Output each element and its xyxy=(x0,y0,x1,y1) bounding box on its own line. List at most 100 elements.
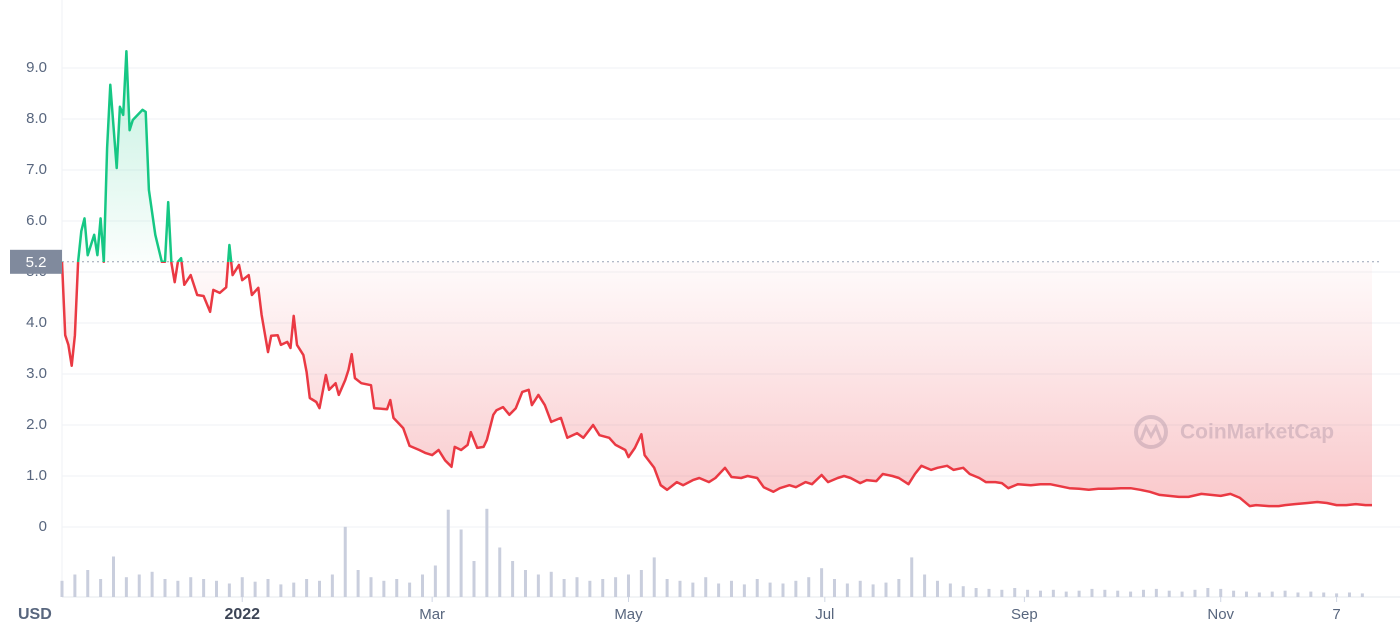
y-tick-label: 2.0 xyxy=(26,416,47,433)
volume-bar xyxy=(433,565,437,597)
volume-bar xyxy=(420,574,424,597)
volume-bar xyxy=(729,580,733,597)
y-tick-label: 7.0 xyxy=(26,161,47,178)
volume-bar xyxy=(1335,593,1339,597)
x-tick-label: Nov xyxy=(1207,606,1234,623)
volume-bar xyxy=(227,583,231,597)
x-tick-label: 7 xyxy=(1332,606,1340,623)
volume-bar xyxy=(1000,589,1004,597)
volume-bar xyxy=(343,526,347,597)
volume-bar xyxy=(511,561,515,597)
volume-bar xyxy=(755,579,759,597)
volume-bar xyxy=(820,568,824,597)
volume-bar xyxy=(781,583,785,597)
volume-bar xyxy=(987,588,991,597)
volume-bar xyxy=(150,571,154,597)
volume-bar xyxy=(498,547,502,597)
volume-bar xyxy=(330,574,334,597)
volume-bar xyxy=(626,574,630,597)
axis-unit: USD xyxy=(18,606,52,623)
volume-bar xyxy=(1129,591,1133,597)
volume-bar xyxy=(910,557,914,597)
volume-bar xyxy=(1347,592,1351,597)
x-tick-label: Jul xyxy=(815,606,834,623)
volume-bar xyxy=(897,579,901,597)
volume-bar xyxy=(858,580,862,597)
price-area xyxy=(62,51,1372,507)
volume-bar xyxy=(356,570,360,597)
volume-bar xyxy=(369,577,373,597)
volume-bar xyxy=(652,557,656,597)
volume-bar xyxy=(678,580,682,597)
volume-bar xyxy=(459,529,463,597)
volume-bar xyxy=(1090,588,1094,597)
volume-bar xyxy=(1064,591,1068,597)
baseline-label: 5.2 xyxy=(26,254,47,271)
volume-bar xyxy=(935,580,939,597)
volume-bar xyxy=(974,588,978,597)
x-tick-label: 2022 xyxy=(224,606,260,623)
volume-bar xyxy=(562,579,566,597)
volume-bar xyxy=(1309,591,1313,597)
volume-bar xyxy=(1026,589,1030,597)
volume-bar xyxy=(99,579,103,597)
volume-bar xyxy=(1103,589,1107,597)
volume-bar xyxy=(317,580,321,597)
volume-bar xyxy=(176,580,180,597)
volume-bar xyxy=(1219,588,1223,597)
volume-bar xyxy=(1051,589,1055,597)
y-tick-label: 3.0 xyxy=(26,365,47,382)
volume-bar xyxy=(961,586,965,597)
volume-bar xyxy=(588,580,592,597)
volume-bar xyxy=(202,579,206,597)
volume-bar xyxy=(240,577,244,597)
volume-bar xyxy=(794,580,798,597)
volume-bar xyxy=(472,561,476,597)
volume-bar xyxy=(292,582,296,597)
volume-bar xyxy=(1167,590,1171,597)
volume-bar xyxy=(614,577,618,597)
volume-bar xyxy=(266,579,270,597)
volume-bar xyxy=(601,579,605,597)
volume-bar xyxy=(395,579,399,597)
volume-bar xyxy=(1244,591,1248,597)
volume-bar xyxy=(845,583,849,597)
volume-bar xyxy=(691,582,695,597)
volume-bar xyxy=(1141,589,1145,597)
volume-bar xyxy=(832,579,836,597)
volume-bar xyxy=(214,580,218,597)
volume-bar xyxy=(73,574,77,597)
y-tick-label: 9.0 xyxy=(26,59,47,76)
volume-bar xyxy=(1322,592,1326,597)
volume-bar xyxy=(382,580,386,597)
volume-bar xyxy=(86,570,90,597)
volume-bar xyxy=(163,579,167,597)
volume-bar xyxy=(1283,590,1287,597)
x-tick-label: May xyxy=(614,606,643,623)
volume-bar xyxy=(1154,588,1158,597)
volume-bar xyxy=(60,580,64,597)
baseline-box xyxy=(10,249,62,274)
volume-bar xyxy=(1360,593,1364,597)
volume-bar xyxy=(1193,589,1197,597)
y-tick-label: 6.0 xyxy=(26,212,47,229)
volume-bar xyxy=(704,577,708,597)
x-tick-label: Sep xyxy=(1011,606,1038,623)
y-tick-label: 1.0 xyxy=(26,467,47,484)
volume-bar xyxy=(189,577,193,597)
volume-bar xyxy=(124,577,128,597)
volume-bar xyxy=(871,584,875,597)
volume-bar xyxy=(536,574,540,597)
volume-bar xyxy=(768,582,772,597)
volume-bar xyxy=(639,570,643,597)
volume-bar xyxy=(884,582,888,597)
volume-bar xyxy=(279,584,283,597)
volume-bar xyxy=(1270,591,1274,597)
volume-bar xyxy=(1038,590,1042,597)
volume-bar xyxy=(137,574,141,597)
y-tick-label: 0 xyxy=(39,518,47,535)
volume-bar xyxy=(485,508,489,597)
volume-bar xyxy=(408,582,412,597)
price-line xyxy=(60,49,1372,508)
